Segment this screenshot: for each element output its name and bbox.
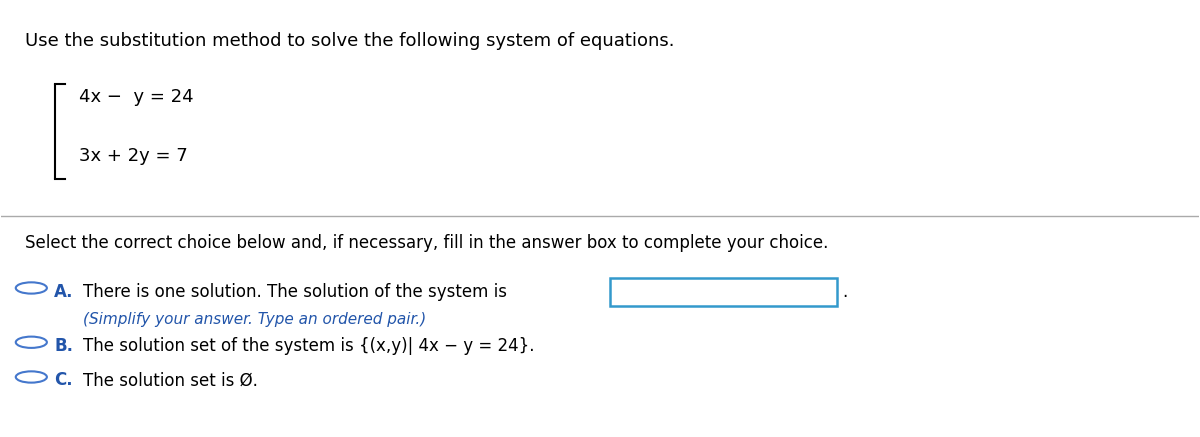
Text: B.: B. [54, 336, 73, 354]
Text: C.: C. [54, 371, 73, 389]
Text: 3x + 2y = 7: 3x + 2y = 7 [79, 147, 188, 165]
Text: The solution set of the system is {(x,y)| 4x − y = 24}.: The solution set of the system is {(x,y)… [83, 336, 534, 354]
Text: The solution set is Ø.: The solution set is Ø. [83, 371, 258, 389]
Text: A.: A. [54, 283, 73, 301]
Text: Use the substitution method to solve the following system of equations.: Use the substitution method to solve the… [25, 32, 674, 50]
Text: .: . [842, 283, 847, 301]
Text: (Simplify your answer. Type an ordered pair.): (Simplify your answer. Type an ordered p… [83, 312, 426, 327]
Text: Select the correct choice below and, if necessary, fill in the answer box to com: Select the correct choice below and, if … [25, 234, 829, 252]
Text: There is one solution. The solution of the system is: There is one solution. The solution of t… [83, 283, 506, 301]
Text: 4x −  y = 24: 4x − y = 24 [79, 88, 194, 106]
FancyBboxPatch shape [610, 278, 838, 306]
